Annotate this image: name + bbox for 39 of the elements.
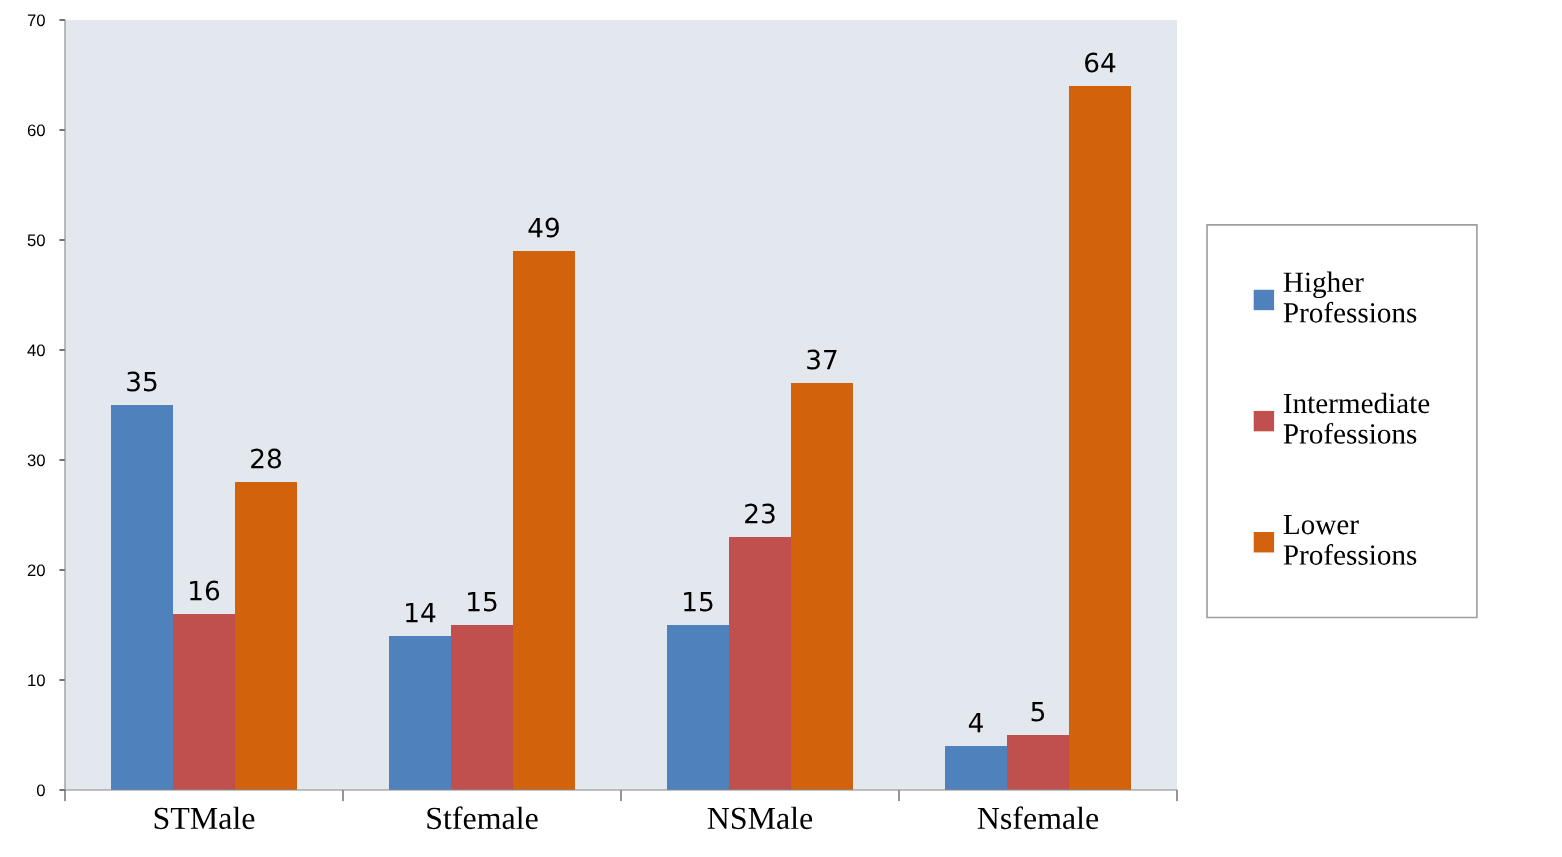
y-tick-label: 20 (27, 564, 45, 577)
y-tick-label: 50 (27, 234, 45, 247)
bar (389, 636, 451, 790)
x-tick-label: STMale (154, 806, 255, 830)
data-label: 16 (190, 580, 220, 601)
data-label: 37 (807, 349, 837, 370)
x-tick-label: Nsfemale (977, 806, 1099, 830)
data-label: 15 (684, 591, 713, 612)
bar (1007, 735, 1069, 790)
x-tick-label: Stfemale (427, 806, 538, 830)
y-tick-label: 60 (27, 124, 45, 137)
data-label: 35 (127, 371, 157, 392)
data-label: 4 (968, 712, 983, 733)
y-tick-label: 40 (27, 344, 45, 357)
bar (945, 746, 1007, 790)
bar (235, 482, 297, 790)
bar (173, 614, 235, 790)
x-tick-label: NSMale (707, 806, 813, 830)
legend-label: Intermediate Professions (1283, 392, 1430, 444)
bar (791, 383, 853, 790)
y-tick-label: 70 (27, 14, 45, 27)
legend-label: Higher Professions (1283, 271, 1417, 323)
data-label: 28 (251, 448, 281, 469)
bar (1069, 86, 1131, 790)
data-label: 49 (528, 217, 559, 238)
bar (513, 251, 575, 790)
legend-label: Lower Professions (1283, 514, 1417, 565)
y-tick-label: 0 (36, 784, 45, 797)
data-label: 64 (1085, 52, 1116, 73)
y-tick-label: 30 (27, 454, 45, 467)
data-label: 5 (1031, 701, 1045, 722)
data-label: 23 (745, 503, 775, 524)
bar (667, 625, 729, 790)
bar (111, 405, 173, 790)
data-label: 15 (468, 591, 497, 612)
bar (729, 537, 791, 790)
bar (451, 625, 513, 790)
data-label: 14 (406, 602, 436, 623)
y-tick-label: 10 (28, 674, 45, 687)
